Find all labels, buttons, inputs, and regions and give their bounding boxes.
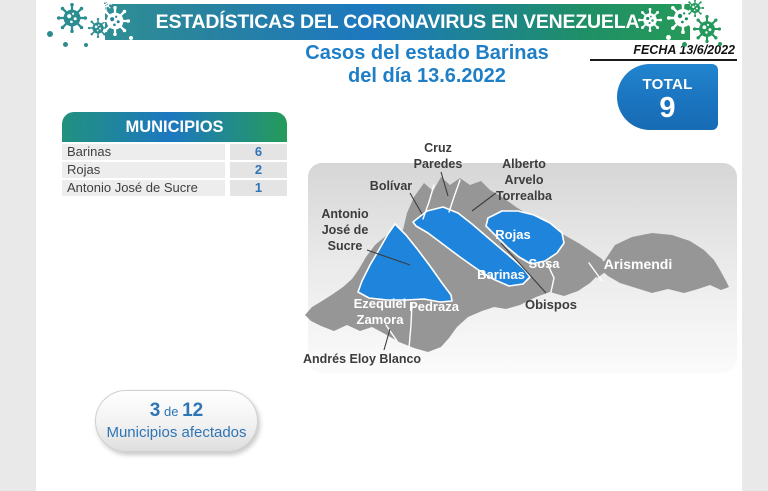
virus-icon	[638, 8, 662, 32]
map-label-alberto-arvelo: Alberto	[502, 157, 546, 171]
municipio-value: 6	[230, 144, 287, 160]
date-underline	[590, 59, 737, 61]
total-municipios: 12	[182, 400, 204, 421]
virus-icon	[718, 42, 722, 46]
virus-icon	[682, 42, 687, 47]
affected-count: 3	[149, 400, 161, 421]
municipio-name: Barinas	[62, 144, 225, 160]
date-label: FECHA 13/6/2022	[633, 43, 735, 57]
page-title: Casos del estado Barinas del día 13.6.20…	[277, 42, 577, 88]
virus-icon	[63, 42, 68, 47]
map-label-antonio-jose-sucre: Sucre	[328, 239, 363, 253]
municipality-border	[408, 302, 413, 349]
municipio-value: 1	[230, 180, 287, 196]
total-badge-label: TOTAL	[642, 76, 693, 93]
table-row: Antonio José de Sucre 1	[62, 180, 287, 196]
municipios-table-header: MUNICIPIOS	[62, 112, 287, 142]
table-row: Rojas 2	[62, 162, 287, 178]
table-row: Barinas 6	[62, 144, 287, 160]
of-word: de	[163, 404, 179, 419]
municipio-name: Antonio José de Sucre	[62, 180, 225, 196]
map-region-unaffected-base	[305, 177, 606, 352]
municipios-table: Barinas 6 Rojas 2 Antonio José de Sucre …	[62, 144, 287, 198]
map-label-pedraza: Pedraza	[409, 299, 460, 314]
map-label-cruz-paredes: Paredes	[414, 157, 463, 171]
municipality-border	[547, 264, 555, 293]
label-line-alberto-arvelo	[471, 192, 497, 212]
total-badge-value: 9	[659, 92, 676, 124]
municipality-border	[422, 184, 435, 220]
map-label-obispos: Obispos	[525, 297, 577, 312]
map-label-bolivar: Bolívar	[370, 179, 413, 193]
map-label-rojas: Rojas	[495, 227, 530, 242]
map-region-arismendi	[600, 233, 729, 293]
label-line-obispos	[500, 242, 547, 294]
barinas-state-map: Cruz Paredes Alberto Arvelo Torrealba Bo…	[303, 141, 729, 366]
page-title-line1: Casos del estado Barinas	[305, 42, 549, 64]
map-label-andres-eloy-blanco: Andrés Eloy Blanco	[303, 352, 421, 366]
map-label-sosa: Sosa	[528, 256, 560, 271]
map-label-barinas: Barinas	[477, 267, 525, 282]
map-label-antonio-jose-sucre: Antonio	[321, 207, 369, 221]
summary-caption: Municipios afectados	[106, 424, 247, 441]
municipality-border	[588, 262, 603, 282]
map-region-barinas	[412, 206, 531, 287]
map-label-ezequiel-zamora: Ezequiel	[354, 296, 407, 311]
map-label-arismendi: Arismendi	[604, 256, 672, 272]
summary-pill: 3 de 12 Municipios afectados	[95, 390, 258, 452]
map-label-ezequiel-zamora: Zamora	[357, 312, 405, 327]
municipio-name: Rojas	[62, 162, 225, 178]
map-label-antonio-jose-sucre: José de	[322, 223, 369, 237]
virus-icon	[129, 36, 133, 40]
summary-count: 3 de 12	[96, 400, 257, 422]
map-region-rojas	[485, 210, 565, 265]
virus-icon	[666, 35, 671, 40]
municipality-border	[448, 179, 461, 213]
virus-icon	[47, 31, 53, 37]
virus-icon	[693, 15, 721, 43]
virus-icon	[100, 0, 112, 10]
total-badge: TOTAL 9	[617, 64, 718, 130]
banner-title: ESTADÍSTICAS DEL CORONAVIRUS EN VENEZUEL…	[155, 10, 640, 33]
virus-icon	[100, 6, 130, 36]
virus-icon	[84, 43, 88, 47]
label-line-andres-eloy-blanco	[383, 328, 391, 351]
virus-icon	[57, 3, 87, 33]
banner: ESTADÍSTICAS DEL CORONAVIRUS EN VENEZUEL…	[105, 4, 690, 40]
map-label-alberto-arvelo: Arvelo	[505, 173, 544, 187]
label-line-antonio-jose-sucre	[366, 249, 411, 266]
map-label-alberto-arvelo: Torrealba	[496, 189, 553, 203]
page-title-line2: del día 13.6.2022	[348, 65, 506, 87]
label-line-bolivar	[409, 192, 423, 215]
map-label-cruz-paredes: Cruz	[424, 141, 452, 155]
label-line-cruz-paredes	[440, 171, 449, 197]
municipality-border	[385, 324, 398, 342]
municipio-value: 2	[230, 162, 287, 178]
page: ESTADÍSTICAS DEL CORONAVIRUS EN VENEZUEL…	[36, 0, 742, 491]
